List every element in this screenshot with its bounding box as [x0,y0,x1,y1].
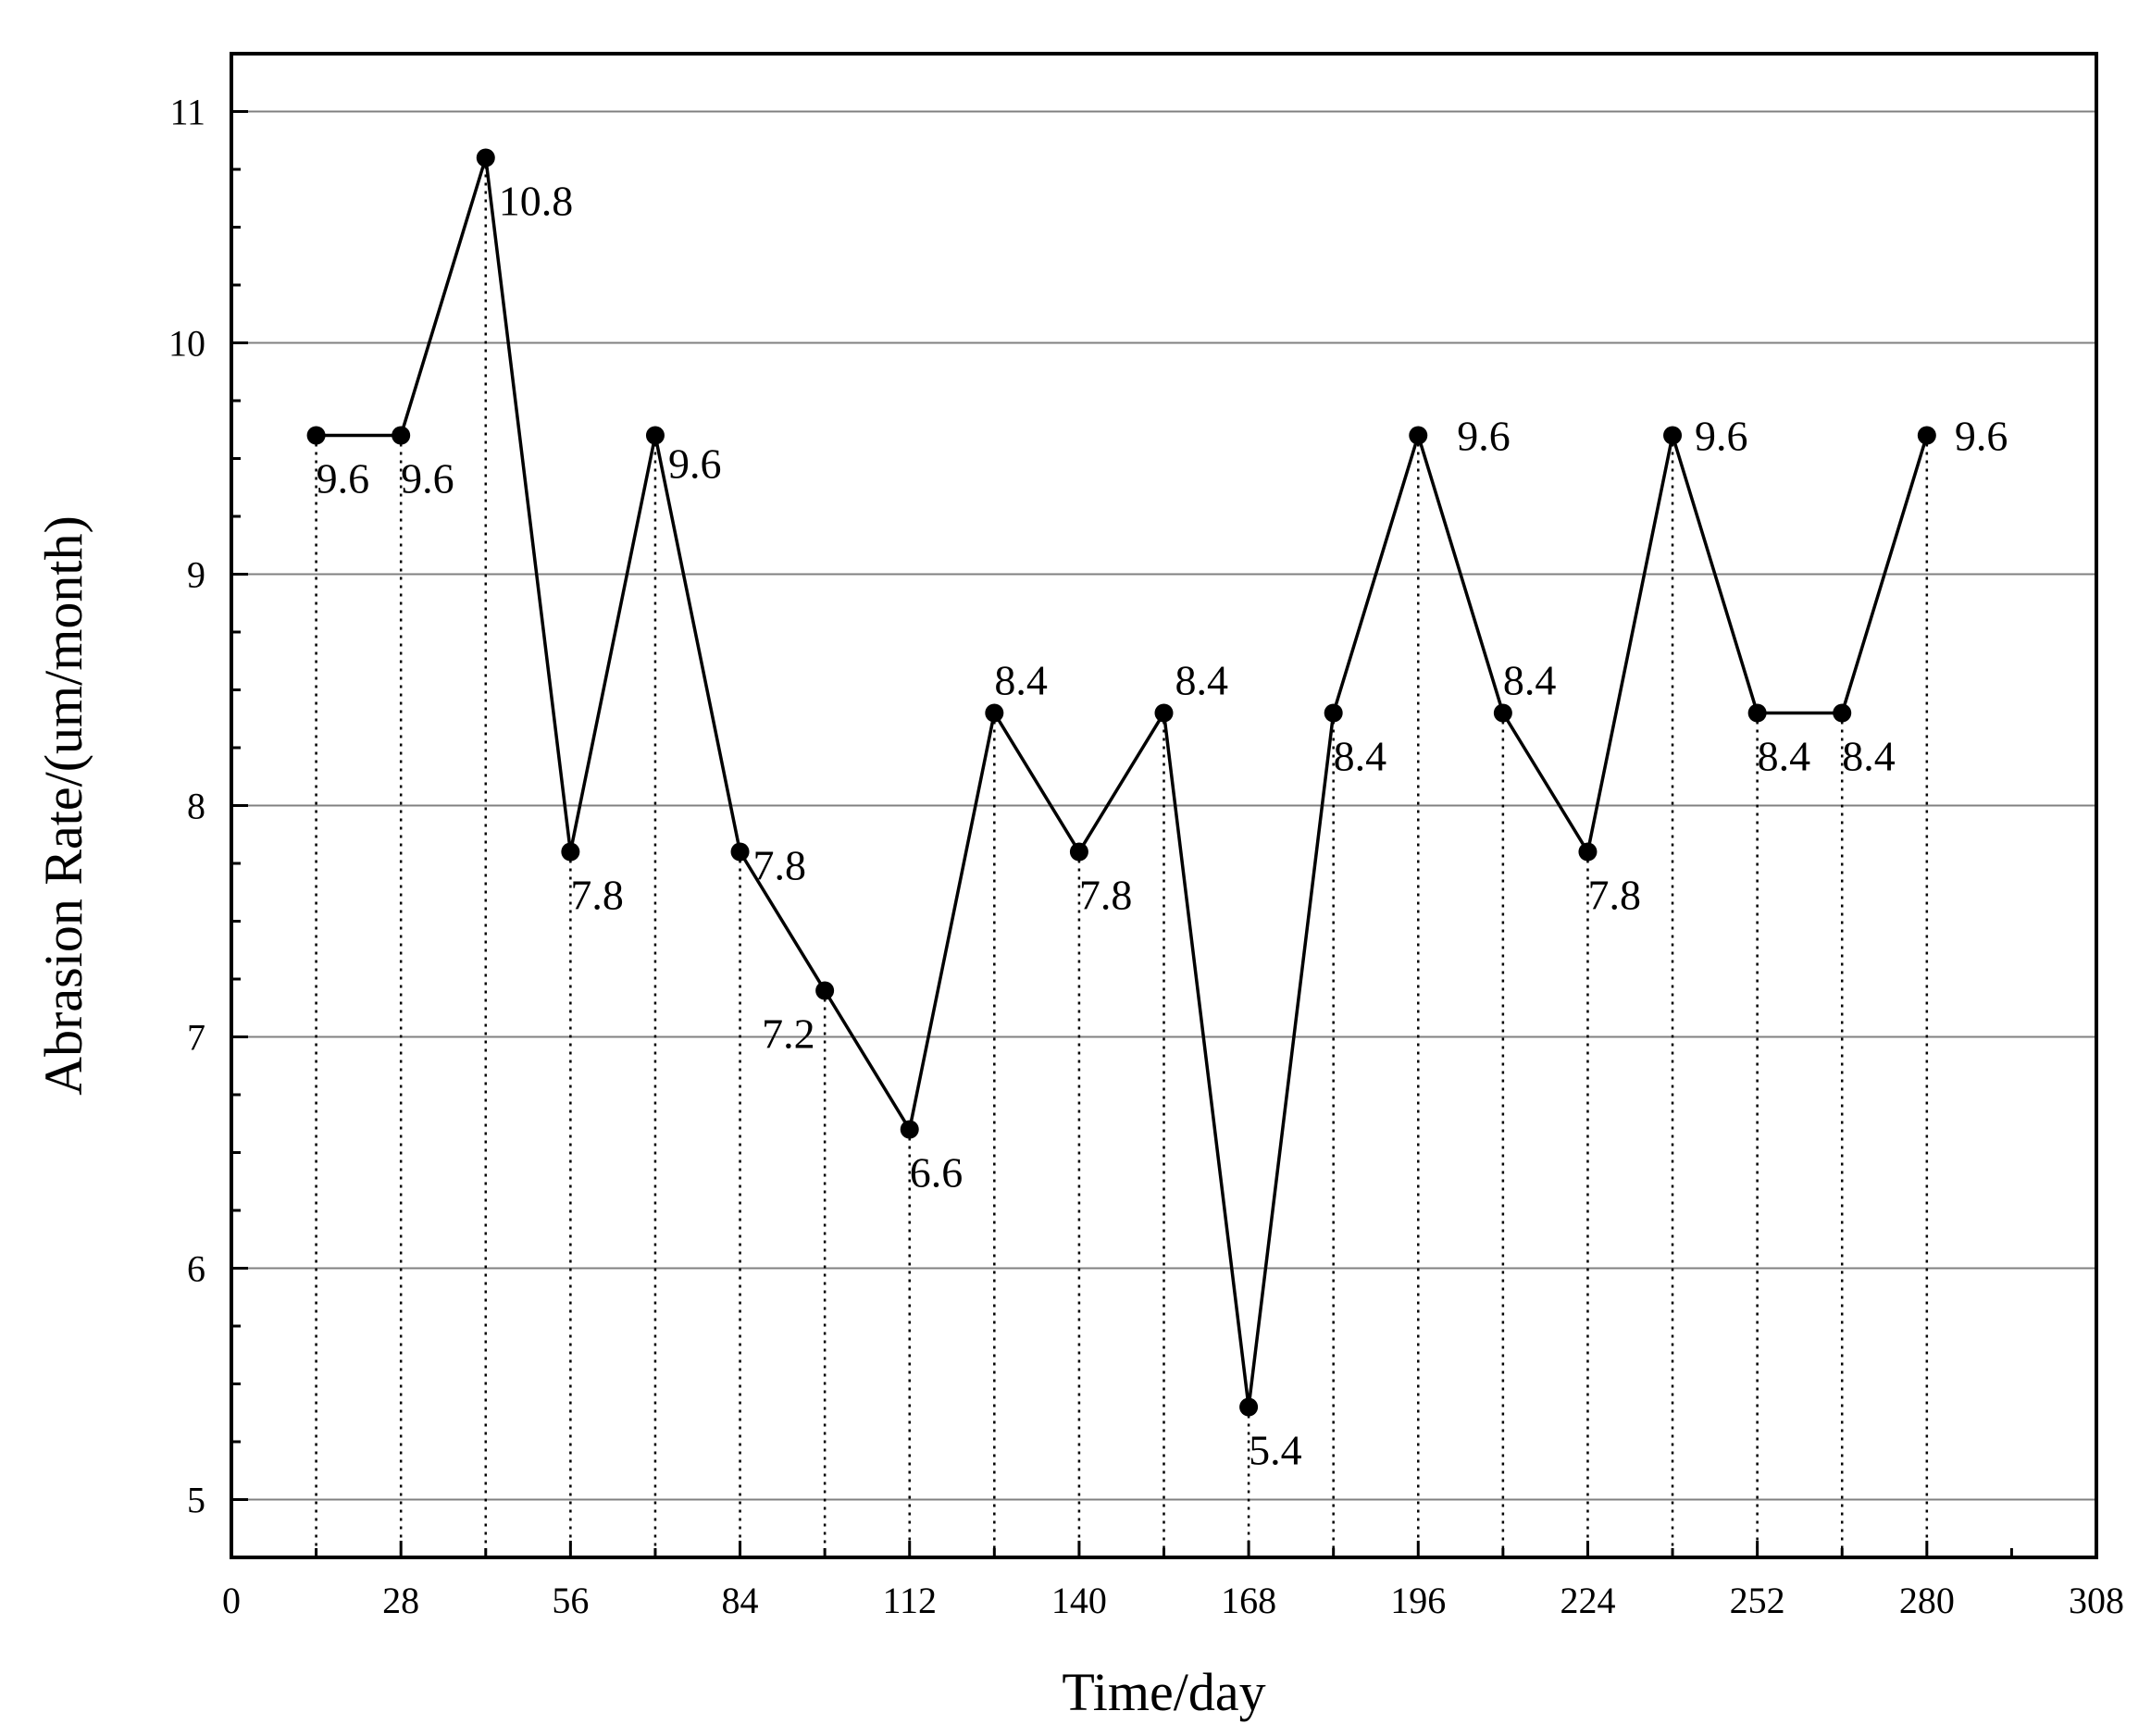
data-label: 5.4 [1249,1427,1302,1474]
data-label: 6.6 [910,1149,964,1197]
data-point [1747,703,1767,723]
data-point [476,148,495,167]
y-tick-label: 6 [187,1248,205,1290]
data-point [1154,703,1174,723]
data-label: 8.4 [994,657,1048,704]
data-label: 8.4 [1175,657,1229,704]
gridlines [231,110,2096,1501]
x-tick-label: 0 [222,1580,241,1621]
data-point [1578,842,1598,862]
x-tick-label: 224 [1560,1580,1615,1621]
data-label: 8.4 [1334,733,1387,780]
data-point [1833,703,1852,723]
data-point [645,426,665,445]
data-point [1917,426,1936,445]
data-point [1239,1397,1259,1417]
data-point [1663,426,1683,445]
data-label: 9.6 [1955,413,2008,460]
data-label: 9.6 [317,455,370,502]
data-point [392,426,411,445]
data-label: 7.8 [753,842,807,889]
x-tick-label: 280 [1899,1580,1955,1621]
data-label: 7.2 [762,1011,815,1058]
series-line [316,156,1929,1407]
data-point [815,981,835,1000]
data-point [1493,703,1512,723]
data-point [561,842,580,862]
x-tick-label: 252 [1730,1580,1785,1621]
data-label: 10.8 [499,178,574,225]
x-tick-label: 84 [722,1580,759,1621]
data-labels: 9.6 9.6 10.8 7.8 9.6 7.8 7.2 6.6 8.4 7.8 8.4 5.4 8.4… [317,178,2008,1474]
data-point [306,426,326,445]
x-tick-label: 56 [552,1580,589,1621]
y-tick-label: 5 [187,1480,205,1521]
y-tick-label: 7 [187,1017,205,1059]
y-tick-label: 10 [168,323,205,365]
drop-lines [315,157,1929,1557]
y-tick-label: 8 [187,786,205,827]
y-axis-title: Abrasion Rate/(um/month) [33,515,93,1096]
data-label: 7.8 [1587,872,1641,919]
data-label: 7.8 [1079,872,1133,919]
x-tick-label: 196 [1390,1580,1446,1621]
data-label: 8.4 [1842,733,1896,780]
y-tick-label: 11 [169,92,205,133]
data-label: 9.6 [401,455,454,502]
x-tick-label: 140 [1051,1580,1107,1621]
data-point [900,1120,919,1139]
data-label: 8.4 [1758,733,1811,780]
data-label: 9.6 [1457,413,1511,460]
data-label: 9.6 [1695,413,1748,460]
data-point [1324,703,1343,723]
data-point [730,842,750,862]
data-point [985,703,1004,723]
x-tick-label: 308 [2069,1580,2124,1621]
data-series [306,148,1936,1417]
data-label: 8.4 [1503,657,1557,704]
x-axis-title: Time/day [1062,1662,1265,1722]
x-tick-label: 112 [882,1580,937,1621]
data-label: 9.6 [668,440,722,488]
x-tick-label: 28 [382,1580,419,1621]
data-point [1409,426,1428,445]
y-tick-label: 9 [187,554,205,596]
data-label: 7.8 [570,872,624,919]
x-tick-label: 168 [1221,1580,1276,1621]
data-point [1069,842,1088,862]
